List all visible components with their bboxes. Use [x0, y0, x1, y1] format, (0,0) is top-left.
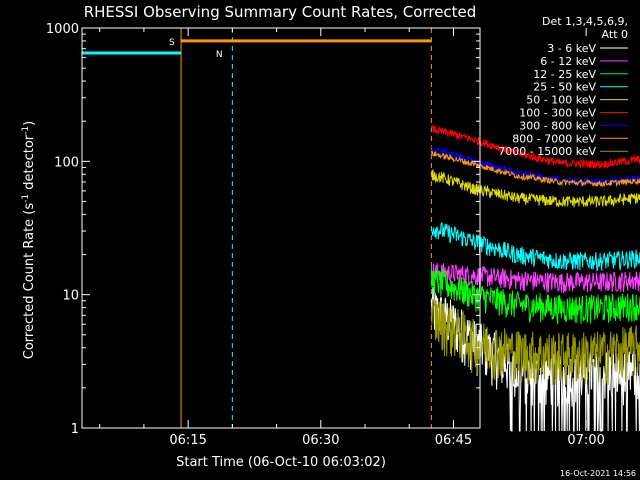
y-axis-label-part: )	[22, 121, 37, 126]
y-tick-label: 10	[62, 289, 79, 304]
legend-label: 50 - 100 keV	[526, 94, 596, 107]
x-tick-label: 06:15	[169, 433, 206, 448]
legend-label: 7000 - 15000 keV	[498, 145, 596, 158]
series-line-1	[430, 262, 640, 294]
y-tick-label: 1000	[46, 22, 79, 37]
y-axis-label-part: detector	[22, 134, 37, 194]
series-line-3	[430, 222, 640, 272]
chart-title: RHESSI Observing Summary Count Rates, Co…	[84, 3, 477, 21]
legend-header: Det 1,3,4,5,6,9,	[542, 15, 628, 28]
y-tick-label: 100	[54, 155, 79, 170]
y-axis-label-superscript: -1	[21, 194, 31, 203]
series-line-5	[430, 125, 640, 170]
plot-frame	[81, 27, 481, 429]
x-tick-label: 07:00	[567, 433, 604, 448]
x-axis-label: Start Time (06-Oct-10 06:03:02)	[176, 455, 386, 470]
series-line-4	[431, 169, 640, 208]
y-tick-label: 1	[71, 422, 79, 437]
x-tick-label: 06:45	[435, 433, 472, 448]
footer-timestamp: 16-Oct-2021 14:56	[560, 469, 636, 478]
series-line-7	[430, 150, 640, 188]
y-axis-label-part: Corrected Count Rate (s	[22, 203, 37, 360]
legend-header: Att 0	[602, 28, 628, 41]
legend-label: 800 - 7000 keV	[512, 132, 596, 145]
series-line-8	[430, 298, 640, 386]
legend-label: 3 - 6 keV	[547, 42, 596, 55]
series-line-2	[430, 266, 640, 325]
legend-label: 100 - 300 keV	[519, 107, 596, 120]
series-line-6	[430, 145, 640, 187]
legend-label: 12 - 25 keV	[533, 68, 596, 81]
y-axis-label: Corrected Count Rate (s-1 detector-1)	[21, 121, 37, 359]
y-axis-label-superscript: -1	[21, 126, 31, 135]
legend-label: 25 - 50 keV	[533, 81, 596, 94]
plot-marks: SN	[82, 28, 640, 432]
flag-marker-n: N	[216, 50, 223, 60]
legend-label: 6 - 12 keV	[540, 55, 596, 68]
legend-label: 300 - 800 keV	[519, 119, 596, 132]
x-tick-label: 06:30	[302, 433, 339, 448]
flag-marker-s: S	[169, 38, 175, 48]
